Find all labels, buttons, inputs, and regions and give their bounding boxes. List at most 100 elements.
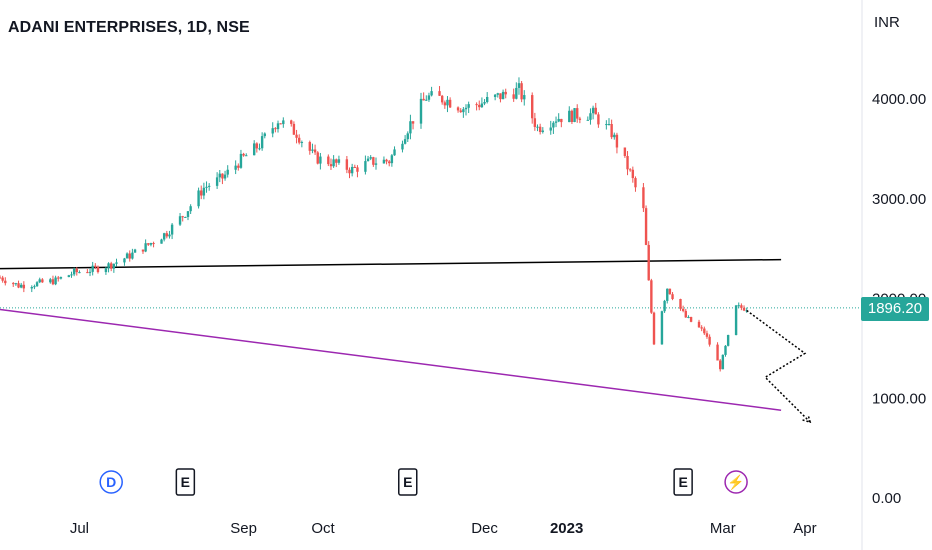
candle <box>554 116 558 128</box>
candle <box>740 303 743 311</box>
candle <box>403 135 407 145</box>
x-tick-label: Jul <box>70 520 89 537</box>
x-tick-label: Mar <box>710 520 736 537</box>
dividend-event-marker[interactable]: D <box>99 470 123 494</box>
candle <box>144 239 147 253</box>
candle <box>568 106 571 123</box>
candle <box>631 166 635 183</box>
candle <box>168 230 171 239</box>
candle <box>374 157 378 170</box>
candle <box>652 311 656 346</box>
candle <box>75 267 78 276</box>
x-tick-label: Sep <box>230 520 257 537</box>
earnings-event-marker[interactable]: E <box>673 468 693 496</box>
x-tick-label: Apr <box>793 520 816 537</box>
candle <box>742 305 746 312</box>
candle <box>610 119 613 140</box>
candle <box>252 140 256 156</box>
candle <box>290 119 293 127</box>
candle <box>446 96 449 113</box>
y-tick-label: 3000.00 <box>872 191 926 208</box>
candle <box>578 116 582 124</box>
candle <box>642 182 645 212</box>
candle <box>586 116 590 121</box>
candle <box>22 281 26 293</box>
candle <box>123 257 126 266</box>
candle <box>223 170 227 181</box>
candle <box>295 129 298 144</box>
candle <box>607 118 611 126</box>
candle <box>14 282 18 286</box>
candle <box>623 147 627 158</box>
candle <box>634 176 637 192</box>
candle <box>533 112 537 131</box>
candle <box>197 187 200 209</box>
candle <box>245 153 248 157</box>
candle <box>316 151 319 165</box>
candle <box>549 120 552 135</box>
candle <box>59 276 63 280</box>
candle <box>464 104 468 116</box>
candle <box>459 108 462 113</box>
candle <box>276 120 280 133</box>
candle <box>705 330 709 339</box>
candle <box>647 241 650 281</box>
candle <box>668 288 672 295</box>
projection-arrowhead <box>802 414 812 424</box>
candle <box>131 248 134 260</box>
candle <box>448 97 452 108</box>
candle <box>147 242 150 246</box>
candle <box>178 213 182 226</box>
candle <box>716 342 719 361</box>
candle <box>260 132 264 151</box>
candle <box>597 112 600 128</box>
candle <box>536 124 539 132</box>
candle <box>165 230 169 239</box>
candle <box>703 326 706 335</box>
candle <box>4 277 7 286</box>
candle <box>181 215 184 222</box>
candle <box>737 302 740 309</box>
candle <box>313 144 317 155</box>
candle <box>493 93 497 101</box>
candle <box>684 308 687 318</box>
candle <box>0 275 2 279</box>
candle <box>30 285 33 293</box>
split-event-marker[interactable]: ⚡ <box>724 470 748 494</box>
candle <box>644 205 648 246</box>
candle <box>557 113 560 123</box>
candle <box>207 183 211 191</box>
y-tick-label: 1000.00 <box>872 390 926 407</box>
earnings-event-marker[interactable]: E <box>398 468 418 496</box>
candle <box>242 152 245 157</box>
candle <box>721 354 725 370</box>
candle <box>141 249 145 254</box>
candle <box>700 325 703 332</box>
candle <box>480 97 484 108</box>
candle <box>38 277 41 284</box>
candle <box>33 284 36 290</box>
candle <box>298 134 301 145</box>
price-axis <box>862 0 932 550</box>
candle <box>107 262 110 273</box>
candle <box>401 140 404 153</box>
horizontal-resistance <box>0 258 782 270</box>
candle <box>719 359 722 372</box>
candle <box>239 149 243 169</box>
candle <box>215 172 219 189</box>
candle <box>517 77 521 95</box>
candle <box>35 281 39 287</box>
candle <box>162 232 166 242</box>
candle <box>382 156 386 164</box>
earnings-event-marker[interactable]: E <box>175 468 196 496</box>
candle <box>605 120 608 130</box>
last-price-badge: 1896.20 <box>861 297 929 321</box>
candle <box>666 288 669 304</box>
candle <box>205 181 208 193</box>
candle <box>292 121 296 135</box>
candle <box>274 127 277 133</box>
candle <box>660 310 664 345</box>
candle <box>41 278 44 283</box>
candle <box>411 121 415 130</box>
candle <box>279 123 282 125</box>
